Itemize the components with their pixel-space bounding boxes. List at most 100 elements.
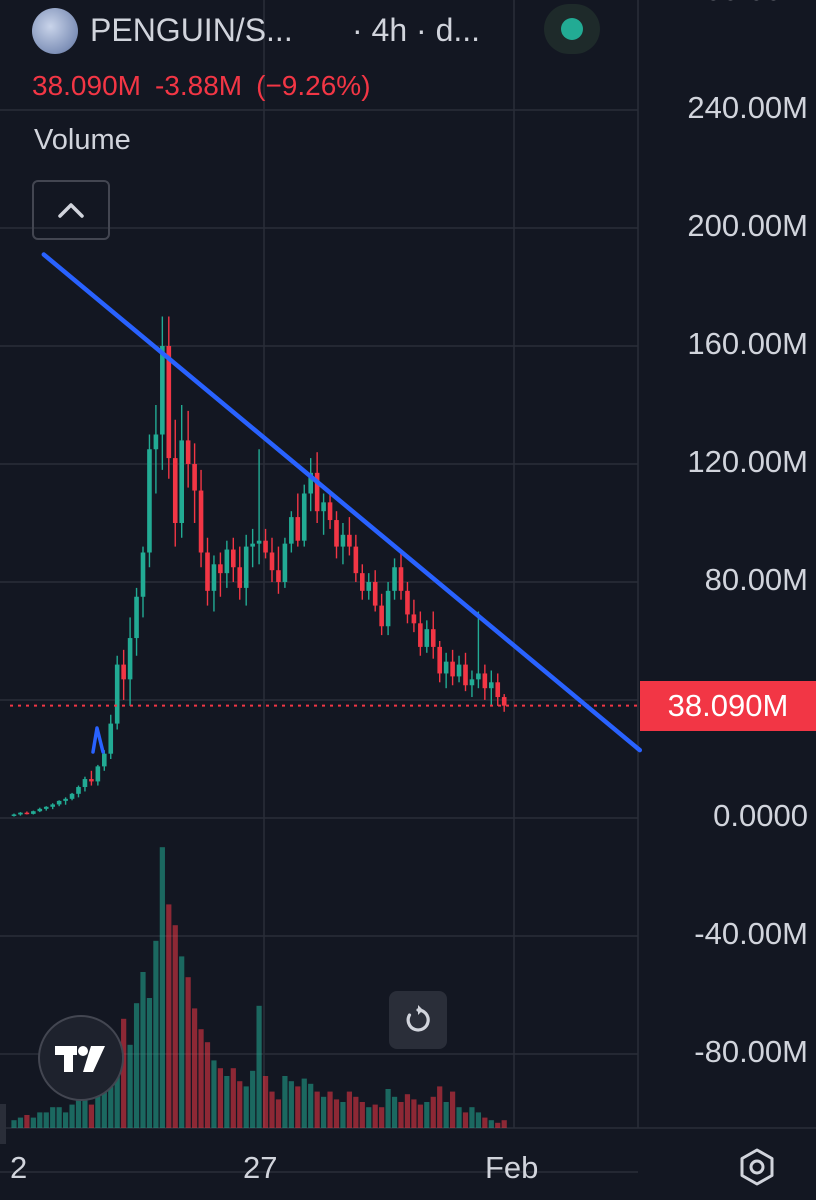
reset-chart-button[interactable]	[389, 991, 447, 1049]
candle	[476, 673, 481, 680]
settings-button[interactable]	[732, 1142, 782, 1192]
time-axis-label-feb: Feb	[485, 1150, 539, 1185]
candle	[495, 682, 501, 698]
price-change-percent: (−9.26%)	[256, 70, 371, 101]
volume-bar	[159, 847, 165, 1128]
volume-bar	[211, 1060, 217, 1128]
volume-bar	[262, 1076, 269, 1128]
price-axis-tick: 200.00M	[687, 208, 808, 243]
penguin-logo-icon	[32, 8, 78, 54]
volume-bar	[30, 1117, 36, 1128]
volume-bar	[321, 1096, 327, 1128]
market-status-icon[interactable]	[544, 4, 600, 54]
volume-bar	[469, 1107, 475, 1128]
candle	[192, 464, 197, 491]
candle	[443, 661, 449, 674]
candle	[18, 812, 23, 815]
volume-bar	[314, 1091, 320, 1128]
volume-bar	[385, 1089, 391, 1128]
volume-bar	[301, 1078, 307, 1128]
tradingview-logo-icon[interactable]	[38, 1015, 124, 1101]
candle	[347, 534, 352, 547]
volume-bar	[198, 1029, 204, 1128]
candle	[89, 779, 94, 782]
candle	[418, 623, 423, 647]
candle	[295, 517, 301, 541]
volume-bar	[50, 1107, 56, 1128]
volume-bar	[462, 1112, 469, 1128]
candle	[243, 546, 249, 588]
price-axis-tick: 160.00M	[687, 326, 808, 361]
candle	[308, 472, 313, 494]
volume-bar	[224, 1076, 230, 1128]
candle	[366, 582, 372, 591]
last-price: 38.090M	[32, 70, 141, 101]
candle	[334, 520, 339, 547]
candle	[43, 806, 49, 809]
candle	[450, 661, 455, 677]
candle	[385, 590, 391, 627]
legend-header: PENGUIN/S... · 4h · d... 38.090M -3.88M (−…	[0, 0, 640, 110]
volume-bar	[37, 1112, 43, 1128]
volume-bar	[24, 1115, 30, 1128]
volume-bar	[430, 1096, 436, 1128]
volume-bar	[372, 1104, 378, 1128]
volume-bar	[282, 1076, 288, 1128]
candle	[263, 540, 268, 553]
volume-bar	[56, 1107, 62, 1128]
price-axis-tick: 240.00M	[687, 90, 808, 125]
volume-bar	[127, 1044, 133, 1128]
candle	[437, 646, 442, 674]
candle	[50, 804, 55, 807]
interval-label[interactable]: · 4h · d...	[352, 12, 481, 48]
reset-icon	[406, 1005, 430, 1032]
volume-bar	[495, 1122, 501, 1128]
symbol-name[interactable]: PENGUIN/S...	[90, 12, 293, 48]
settings-icon	[740, 1148, 774, 1186]
volume-bar	[475, 1112, 481, 1128]
volume-bar	[359, 1102, 365, 1128]
volume-bar	[424, 1102, 430, 1128]
volume-bar	[308, 1083, 314, 1128]
volume-bar	[404, 1094, 411, 1128]
volume-bar	[450, 1091, 456, 1128]
candle	[469, 679, 475, 686]
candle	[289, 517, 294, 544]
candle	[231, 549, 236, 568]
volume-bar	[437, 1086, 443, 1128]
volume-bar	[340, 1102, 346, 1128]
candle	[353, 546, 359, 574]
candle	[95, 766, 101, 782]
volume-bar	[456, 1107, 462, 1128]
volume-bar	[411, 1099, 417, 1128]
volume-bar	[121, 1018, 127, 1128]
candle	[127, 638, 133, 680]
volume-bar	[172, 925, 178, 1128]
candle	[114, 664, 120, 724]
pane-separator[interactable]	[0, 1104, 6, 1144]
volume-bar	[353, 1096, 359, 1128]
volume-bar	[295, 1086, 301, 1128]
candle	[372, 582, 378, 606]
candle	[327, 502, 333, 521]
volume-bar	[288, 1081, 294, 1128]
candle	[147, 449, 152, 553]
volume-bar	[417, 1104, 423, 1128]
volume-bar	[114, 1050, 120, 1128]
candle	[405, 590, 410, 615]
candle	[11, 814, 17, 816]
volume-indicator-label[interactable]: Volume	[34, 124, 131, 156]
volume-bar	[146, 998, 153, 1128]
price-axis-tick: 120.00M	[687, 444, 808, 479]
candle	[392, 567, 397, 591]
candle	[276, 570, 281, 582]
collapse-button[interactable]	[32, 180, 110, 240]
candle	[237, 567, 243, 588]
candle	[76, 787, 81, 794]
volume-bar	[11, 1120, 17, 1128]
time-axis-label-2: 2	[10, 1150, 28, 1185]
volume-bar	[185, 977, 191, 1128]
volume-bar	[63, 1112, 69, 1128]
candle	[179, 440, 184, 523]
